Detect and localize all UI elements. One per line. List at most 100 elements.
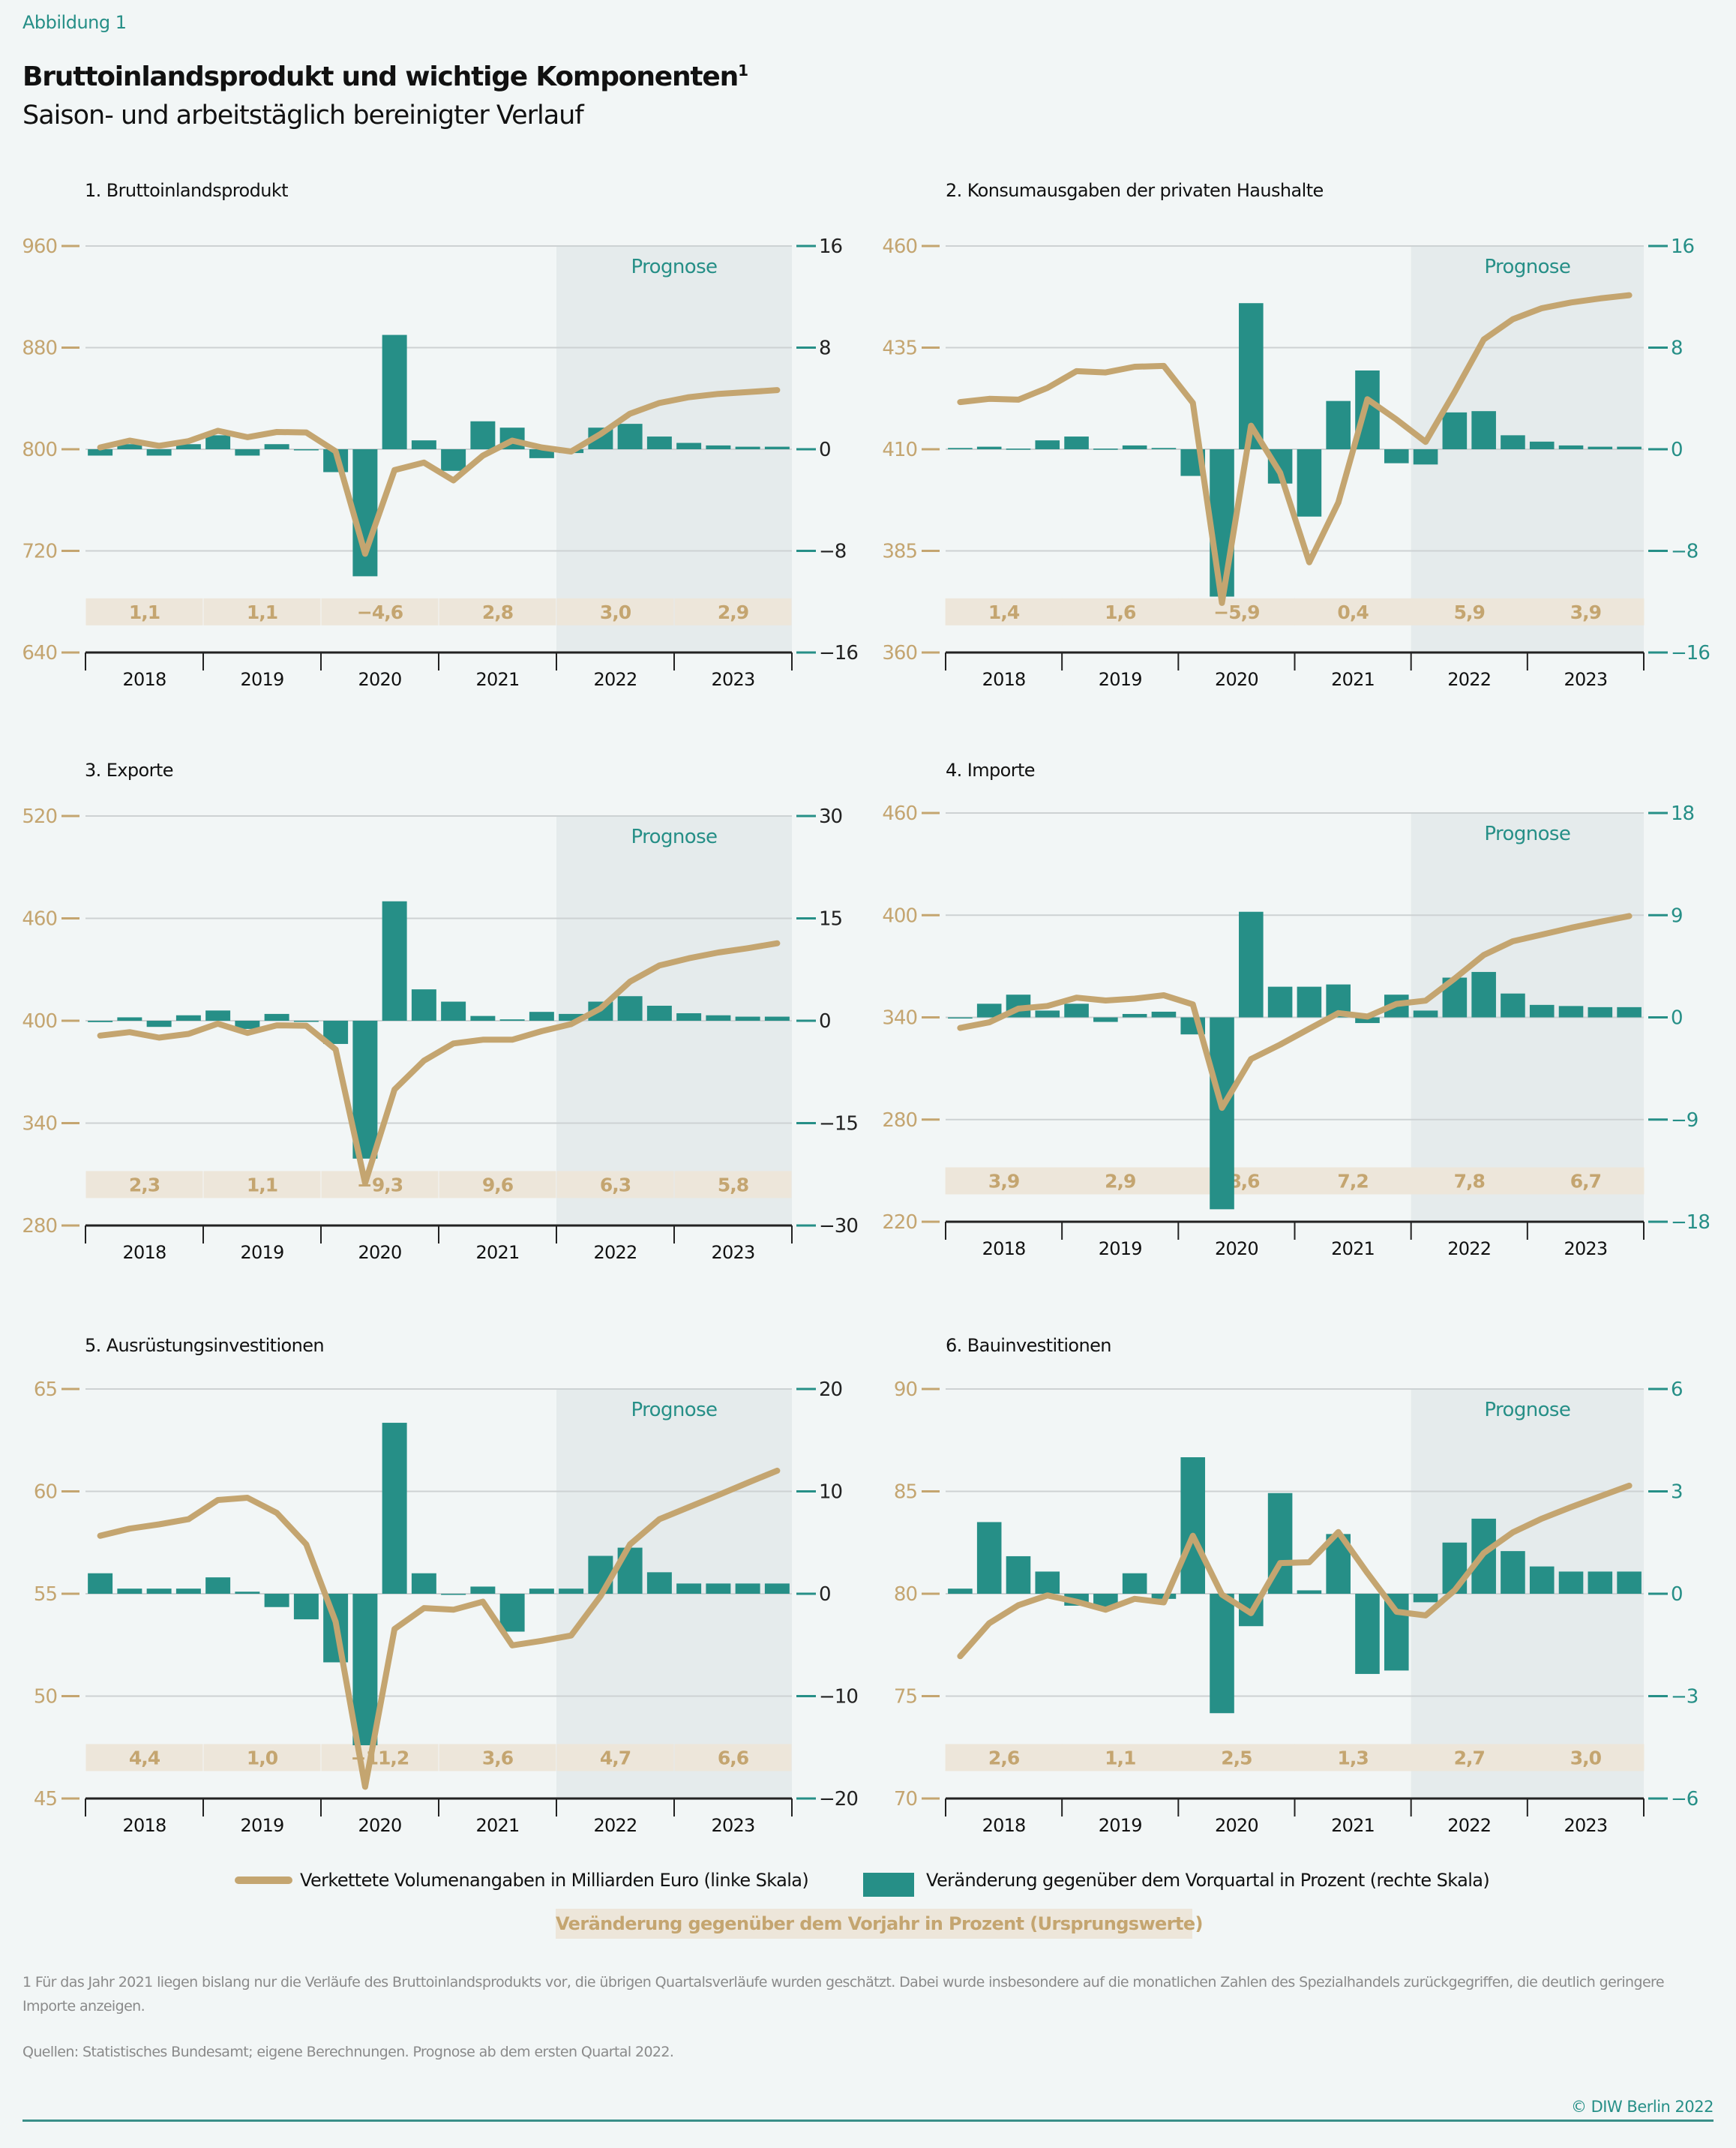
volume-line bbox=[97, 940, 781, 1186]
bar bbox=[1122, 445, 1147, 449]
yoy-box bbox=[556, 1171, 674, 1198]
left-tick-label: 360 bbox=[882, 642, 917, 664]
bar bbox=[293, 449, 319, 451]
yoy-box bbox=[1411, 598, 1528, 626]
year-label: 2020 bbox=[1215, 1238, 1258, 1259]
right-tick-label: −16 bbox=[1671, 642, 1710, 664]
volume-line bbox=[957, 292, 1633, 606]
year-label: 2021 bbox=[476, 1815, 520, 1836]
right-tick-label: −15 bbox=[819, 1113, 858, 1136]
prognose-label: Prognose bbox=[631, 1399, 718, 1421]
yoy-box bbox=[556, 1744, 674, 1772]
yoy-label: 3,6 bbox=[482, 1747, 514, 1768]
bar bbox=[205, 1577, 231, 1594]
bar bbox=[175, 444, 201, 449]
yoy-box bbox=[1294, 598, 1412, 626]
left-tick-label: 80 bbox=[894, 1583, 917, 1606]
year-label: 2022 bbox=[1447, 1238, 1491, 1259]
year-label: 2019 bbox=[1099, 1238, 1142, 1259]
bar bbox=[146, 1588, 172, 1594]
prognose-label: Prognose bbox=[631, 256, 718, 278]
bar bbox=[470, 421, 496, 449]
bar bbox=[88, 1021, 113, 1022]
panel-title-6: 6. Bauinvestitionen bbox=[946, 1335, 1111, 1356]
yoy-box bbox=[674, 598, 792, 626]
bar bbox=[205, 1010, 231, 1021]
bar bbox=[976, 446, 1002, 449]
yoy-label: 9,6 bbox=[482, 1174, 514, 1196]
year-label: 2021 bbox=[1331, 669, 1375, 690]
bar bbox=[1210, 449, 1234, 597]
bar bbox=[1617, 446, 1642, 449]
bar bbox=[676, 1583, 702, 1594]
bar bbox=[764, 446, 790, 449]
yoy-label: 5,9 bbox=[1454, 602, 1485, 623]
bar bbox=[706, 445, 731, 449]
bar bbox=[1588, 1571, 1613, 1594]
year-label: 2021 bbox=[1331, 1238, 1375, 1259]
prognose-label: Prognose bbox=[1484, 823, 1570, 845]
bar bbox=[676, 442, 702, 449]
year-label: 2023 bbox=[712, 1815, 755, 1836]
right-tick-label: 3 bbox=[1671, 1481, 1683, 1504]
left-tick-label: 800 bbox=[22, 439, 57, 461]
bar bbox=[529, 1012, 554, 1021]
right-tick-label: 9 bbox=[1671, 904, 1683, 927]
year-label: 2018 bbox=[982, 1815, 1026, 1836]
left-tick-label: 410 bbox=[882, 439, 917, 461]
bar bbox=[1122, 1573, 1147, 1594]
volume-line bbox=[97, 387, 781, 557]
bar bbox=[1529, 1004, 1555, 1018]
bar bbox=[948, 1588, 973, 1594]
yoy-label: 3,0 bbox=[1570, 1747, 1602, 1768]
bar bbox=[293, 1021, 319, 1022]
bar bbox=[235, 1021, 260, 1029]
year-label: 2020 bbox=[358, 669, 402, 690]
right-tick-label: 15 bbox=[819, 908, 842, 931]
yoy-label: 3,0 bbox=[600, 602, 631, 623]
bar bbox=[1558, 445, 1584, 449]
bar bbox=[1501, 1551, 1525, 1594]
right-tick-label: −8 bbox=[819, 541, 846, 563]
year-label: 2020 bbox=[1215, 1815, 1258, 1836]
right-tick-label: 30 bbox=[819, 806, 842, 828]
left-tick-label: 65 bbox=[34, 1378, 57, 1401]
bar bbox=[735, 1583, 760, 1594]
bar bbox=[1093, 448, 1118, 450]
panel-title-1: 1. Bruttoinlandsprodukt bbox=[85, 180, 289, 201]
bar bbox=[1035, 1571, 1060, 1594]
bar bbox=[706, 1583, 731, 1594]
bar bbox=[1093, 1017, 1118, 1022]
bar bbox=[1297, 986, 1322, 1018]
year-label: 2023 bbox=[712, 1242, 755, 1263]
bar bbox=[1442, 1542, 1468, 1594]
bar bbox=[1355, 1017, 1380, 1024]
bar bbox=[559, 1013, 584, 1021]
legend-bar-label: Veränderung gegenüber dem Vorquartal in … bbox=[926, 1870, 1490, 1891]
left-tick-label: 385 bbox=[882, 541, 917, 563]
yoy-label: 1,1 bbox=[247, 1174, 277, 1196]
bar bbox=[441, 449, 466, 471]
yoy-box bbox=[945, 1744, 1063, 1772]
year-label: 2022 bbox=[594, 1242, 637, 1263]
yoy-label: 6,6 bbox=[718, 1747, 749, 1768]
yoy-label: 7,2 bbox=[1337, 1171, 1368, 1192]
bar bbox=[1151, 448, 1177, 449]
yoy-box bbox=[1527, 1744, 1645, 1772]
bar bbox=[529, 1588, 554, 1594]
year-label: 2018 bbox=[982, 1238, 1026, 1259]
bar bbox=[470, 1016, 496, 1021]
bar bbox=[1210, 1017, 1234, 1210]
yoy-box bbox=[1294, 1167, 1412, 1195]
left-tick-label: 70 bbox=[894, 1788, 917, 1810]
yoy-box bbox=[1294, 1744, 1412, 1772]
yoy-label: 6,3 bbox=[600, 1174, 631, 1196]
right-tick-label: −18 bbox=[1671, 1211, 1710, 1234]
yoy-box bbox=[556, 598, 674, 626]
bar bbox=[382, 1423, 407, 1594]
bar bbox=[1122, 1013, 1147, 1018]
right-tick-label: −20 bbox=[819, 1788, 858, 1810]
bar bbox=[352, 449, 378, 577]
year-label: 2018 bbox=[123, 669, 166, 690]
